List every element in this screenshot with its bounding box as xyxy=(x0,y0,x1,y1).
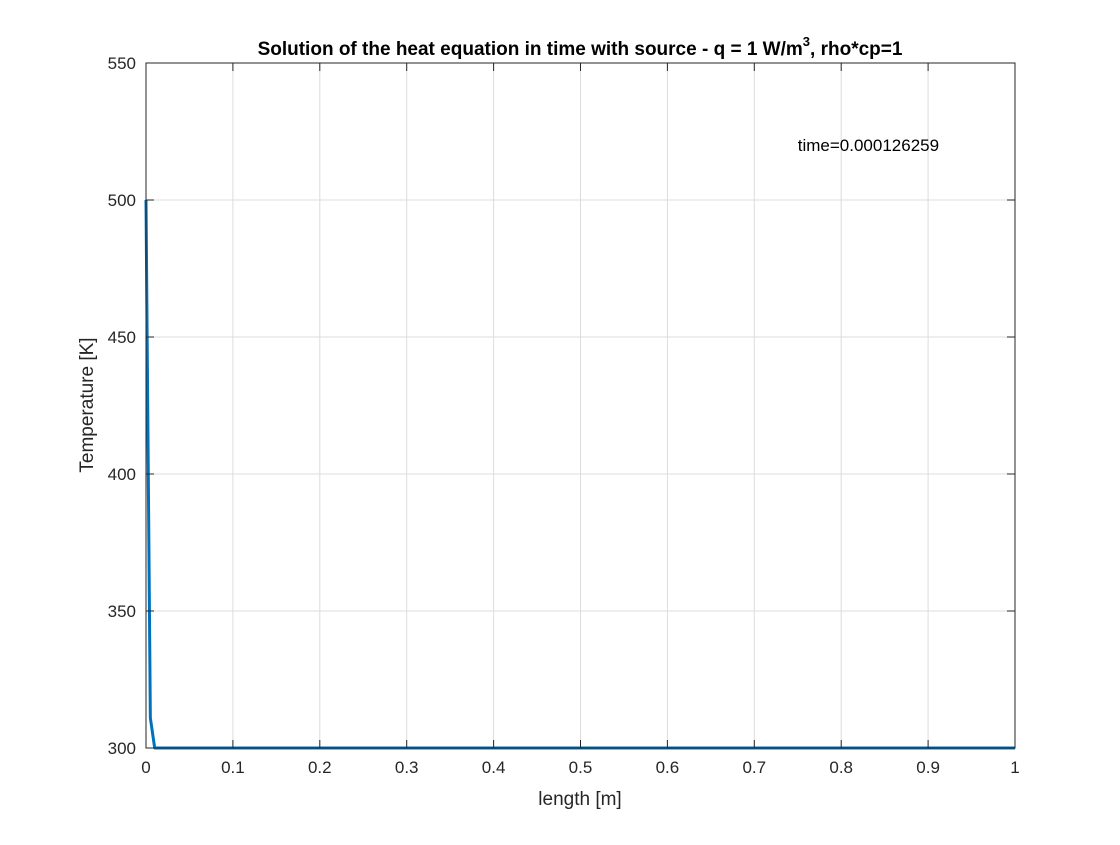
x-tick-label: 0.9 xyxy=(916,758,940,777)
y-tick-label: 500 xyxy=(108,191,136,210)
y-tick-label: 350 xyxy=(108,602,136,621)
x-tick-label: 0 xyxy=(141,758,150,777)
y-tick-label: 400 xyxy=(108,465,136,484)
y-tick-labels: 300 350 400 450 500 550 xyxy=(108,54,136,758)
x-tick-label: 1 xyxy=(1010,758,1019,777)
x-tick-label: 0.6 xyxy=(656,758,680,777)
x-tick-label: 0.2 xyxy=(308,758,332,777)
x-tick-labels: 0 0.1 0.2 0.3 0.4 0.5 0.6 0.7 0.8 0.9 1 xyxy=(141,758,1019,777)
chart-title: Solution of the heat equation in time wi… xyxy=(258,34,903,60)
chart-title-main: Solution of the heat equation in time wi… xyxy=(258,39,803,60)
y-tick-label: 450 xyxy=(108,328,136,347)
x-tick-label: 0.4 xyxy=(482,758,506,777)
time-annotation: time=0.000126259 xyxy=(798,136,939,155)
chart-title-superscript: 3 xyxy=(803,34,810,49)
axes xyxy=(145,62,1016,749)
y-axis-label: Temperature [K] xyxy=(77,337,98,472)
chart-title-suffix: , rho*cp=1 xyxy=(810,39,903,60)
y-tick-label: 550 xyxy=(108,54,136,73)
y-tick-label: 300 xyxy=(108,739,136,758)
x-tick-label: 0.3 xyxy=(395,758,419,777)
x-tick-label: 0.5 xyxy=(569,758,593,777)
x-axis-label: length [m] xyxy=(538,789,621,810)
x-tick-label: 0.1 xyxy=(221,758,245,777)
grid-lines xyxy=(146,63,1015,748)
x-tick-label: 0.7 xyxy=(742,758,766,777)
x-tick-label: 0.8 xyxy=(829,758,853,777)
